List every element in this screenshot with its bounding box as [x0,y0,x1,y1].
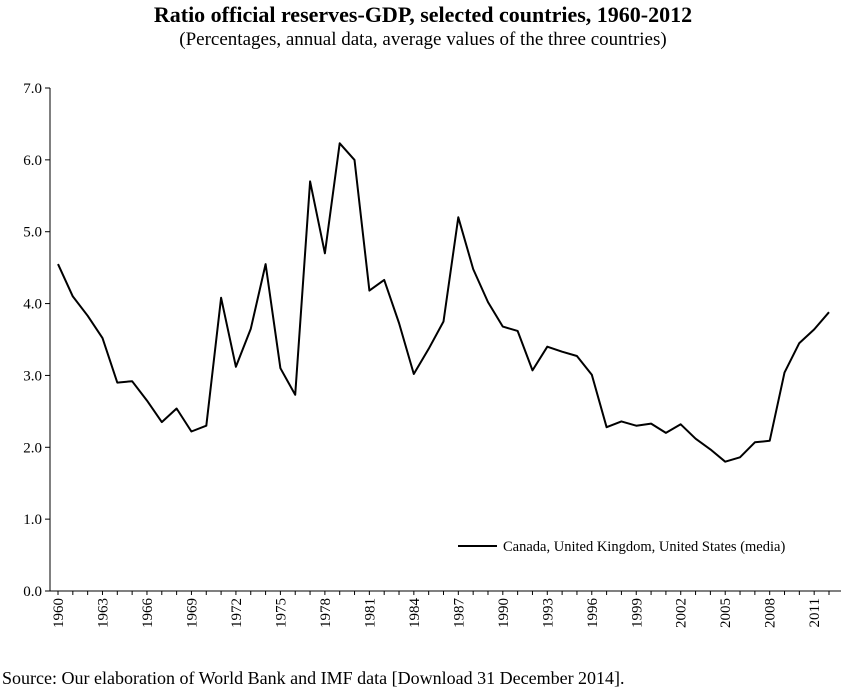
x-tick-label: 2005 [718,598,734,628]
y-tick-label: 5.0 [23,225,42,241]
data-point [724,461,726,463]
x-tick-label: 1990 [496,598,512,628]
data-point [784,372,786,374]
data-point [665,432,667,434]
x-tick-label: 1996 [585,598,601,629]
data-point [606,426,608,428]
data-point [591,374,593,376]
x-tick-label: 1975 [273,598,289,628]
data-point [383,279,385,281]
x-tick-label: 1966 [140,598,156,629]
x-axis: 1960 1963 1966 1969 1972 1975 1978 1981 1984 1987… [50,590,841,629]
data-point [250,328,252,330]
y-tick-label: 2.0 [23,440,42,456]
data-point [279,367,281,369]
x-tick-label: 1999 [629,598,645,628]
data-point [146,400,148,402]
y-tick-label: 7.0 [23,81,42,97]
data-point [190,430,192,432]
data-point [561,351,563,353]
data-point [309,180,311,182]
data-point [546,346,548,348]
data-point [457,216,459,218]
x-tick-label: 2002 [674,598,690,628]
data-point [472,268,474,270]
x-tick-label: 1978 [318,598,334,628]
data-point [739,456,741,458]
data-point [798,342,800,344]
data-point [650,423,652,425]
x-tick-label: 2008 [763,598,779,628]
x-tick-label: 1969 [184,598,200,628]
data-point [398,322,400,324]
chart-title: Ratio official reserves-GDP, selected co… [153,2,693,27]
data-point [709,448,711,450]
x-tick-label: 1981 [362,598,378,628]
y-tick-label: 6.0 [23,153,42,169]
y-tick-label: 3.0 [23,368,42,384]
data-point [428,348,430,350]
data-point [413,373,415,375]
x-tick-label: 1984 [407,598,423,629]
x-tick-label: 2011 [807,598,823,627]
legend: Canada, United Kingdom, United States (m… [458,539,785,555]
series-line [57,142,830,463]
data-point [235,366,237,368]
data-point [354,159,356,161]
data-point [57,263,59,265]
data-point [87,315,89,317]
x-tick-label: 1963 [95,598,111,628]
data-point [680,423,682,425]
y-tick-label: 1.0 [23,512,42,528]
series-group [57,142,830,463]
data-point [220,297,222,299]
source-note: Source: Our elaboration of World Bank an… [2,668,625,688]
data-point [265,263,267,265]
data-point [72,295,74,297]
chart-subtitle: (Percentages, annual data, average value… [179,29,667,50]
data-point [754,441,756,443]
x-tick-label: 1993 [540,598,556,628]
data-point [695,438,697,440]
data-point [813,328,815,330]
data-point [339,142,341,144]
x-tick-label: 1987 [451,598,467,629]
data-point [576,355,578,357]
data-point [828,311,830,313]
x-tick-label: 1960 [51,598,67,628]
data-point [443,321,445,323]
data-point [368,290,370,292]
data-point [161,421,163,423]
data-point [531,369,533,371]
data-point [635,425,637,427]
data-point [294,394,296,396]
data-point [620,420,622,422]
data-point [116,382,118,384]
data-point [502,326,504,328]
data-point [487,301,489,303]
data-point [131,380,133,382]
legend-label: Canada, United Kingdom, United States (m… [503,539,785,555]
data-point [101,337,103,339]
y-tick-label: 0.0 [23,584,42,600]
y-tick-label: 4.0 [23,297,42,313]
x-tick-label: 1972 [229,598,245,628]
y-axis: 0.0 1.0 2.0 3.0 4.0 5.0 6.0 7.0 [23,81,51,600]
data-point [517,330,519,332]
data-point [769,440,771,442]
data-point [176,407,178,409]
data-point [205,425,207,427]
data-point [324,252,326,254]
